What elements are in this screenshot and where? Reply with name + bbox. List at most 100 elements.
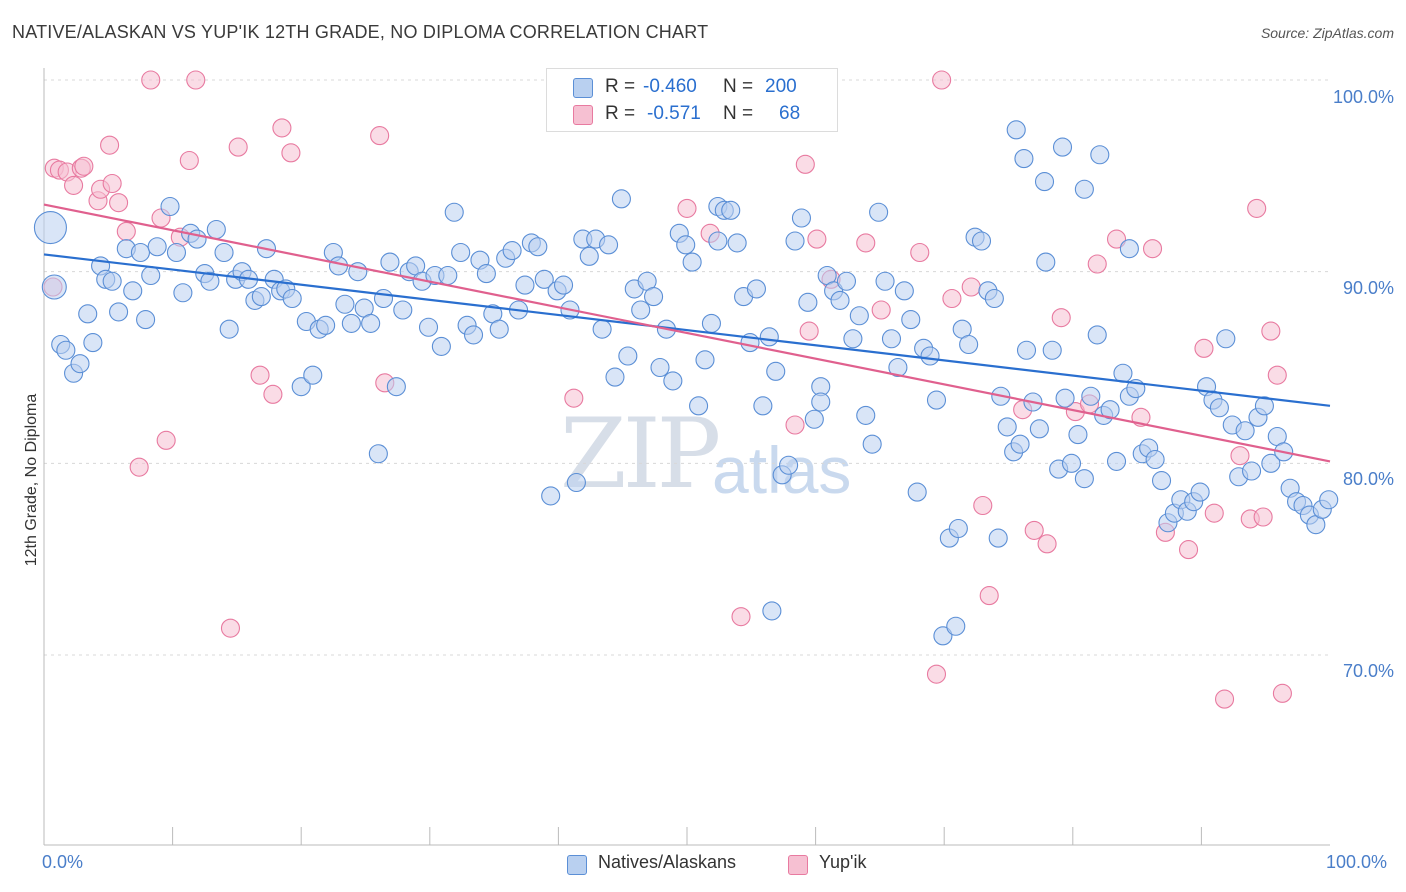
legend-swatch-pink bbox=[573, 105, 593, 125]
y-tick-90: 90.0% bbox=[1342, 278, 1394, 298]
yupik-point bbox=[1204, 503, 1224, 523]
natives-point bbox=[948, 518, 968, 539]
natives-point bbox=[689, 396, 709, 416]
natives-point bbox=[136, 310, 156, 330]
natives-point bbox=[1242, 461, 1262, 481]
natives-point bbox=[438, 265, 458, 286]
natives-point bbox=[894, 281, 914, 301]
bottom-legend-natives: Natives/Alaskans bbox=[598, 852, 737, 872]
natives-point bbox=[1190, 482, 1210, 502]
natives-point bbox=[907, 482, 927, 502]
yupik-point bbox=[1272, 683, 1292, 703]
natives-point bbox=[798, 292, 818, 312]
natives-point bbox=[721, 200, 741, 220]
natives-point bbox=[1235, 421, 1255, 441]
natives-point bbox=[335, 294, 355, 314]
natives-point bbox=[785, 231, 805, 251]
natives-point bbox=[605, 367, 625, 387]
natives-point bbox=[316, 315, 336, 335]
natives-point bbox=[431, 336, 451, 356]
natives-point bbox=[1106, 451, 1127, 471]
natives-point bbox=[444, 202, 464, 222]
natives-point bbox=[836, 271, 857, 291]
natives-point bbox=[147, 237, 167, 257]
natives-point bbox=[282, 288, 302, 309]
natives-point bbox=[611, 189, 631, 209]
natives-point bbox=[515, 275, 535, 295]
y-tick-100: 100.0% bbox=[1332, 87, 1394, 107]
natives-point bbox=[682, 252, 702, 272]
yupik-point bbox=[979, 586, 999, 606]
legend-box: R = -0.460 N = 200 R = -0.571 N = 68 bbox=[546, 68, 838, 132]
yupik-point bbox=[926, 664, 947, 684]
natives-point bbox=[762, 601, 782, 621]
yupik-trend-line bbox=[43, 203, 1331, 463]
natives-point bbox=[1319, 490, 1339, 510]
yupik-point bbox=[263, 384, 283, 404]
natives-point bbox=[1055, 388, 1075, 408]
natives-point bbox=[386, 377, 406, 397]
grid-lines bbox=[44, 79, 1330, 656]
legend-r-value: -0.571 bbox=[647, 103, 701, 124]
natives-point bbox=[1061, 453, 1082, 473]
natives-point bbox=[1010, 434, 1030, 454]
yupik-point bbox=[731, 607, 751, 627]
natives-point bbox=[553, 275, 574, 295]
legend-row-yupik: R = -0.571 N = 68 bbox=[547, 100, 837, 128]
yupik-point bbox=[1024, 520, 1044, 540]
yupik-point bbox=[564, 388, 584, 408]
yupik-point bbox=[64, 175, 84, 195]
yupik-point bbox=[141, 70, 161, 90]
natives-point bbox=[566, 472, 586, 493]
natives-point bbox=[701, 313, 721, 333]
natives-point bbox=[83, 333, 103, 353]
yupik-point bbox=[961, 277, 981, 297]
natives-point bbox=[695, 350, 715, 370]
natives-point bbox=[534, 269, 554, 289]
natives-point bbox=[849, 306, 869, 326]
legend-n-value: 200 bbox=[765, 76, 797, 97]
yupik-point bbox=[100, 135, 120, 155]
yupik-point bbox=[228, 137, 248, 157]
bottom-legend-swatch-blue bbox=[567, 855, 587, 875]
yupik-point bbox=[1261, 321, 1281, 341]
natives-point bbox=[251, 287, 271, 307]
yupik-point bbox=[74, 156, 94, 176]
natives-point bbox=[746, 279, 766, 299]
natives-point bbox=[418, 317, 439, 337]
natives-point bbox=[1254, 396, 1274, 416]
natives-point bbox=[1068, 425, 1088, 445]
natives-point bbox=[1052, 137, 1073, 157]
natives-point bbox=[528, 237, 548, 257]
natives-point bbox=[1034, 172, 1055, 192]
yupik-point bbox=[795, 154, 815, 174]
x-tick-100: 100.0% bbox=[1326, 852, 1388, 872]
legend-n-label: N = bbox=[723, 103, 754, 124]
natives-point bbox=[618, 346, 638, 366]
yupik-point bbox=[1037, 534, 1057, 554]
natives-point bbox=[141, 265, 161, 286]
chart-title: NATIVE/ALASKAN VS YUP'IK 12TH GRADE, NO … bbox=[12, 22, 709, 42]
natives-point bbox=[393, 300, 413, 320]
natives-point bbox=[56, 340, 76, 360]
x-tick-0: 0.0% bbox=[42, 852, 84, 872]
natives-point bbox=[1016, 340, 1037, 360]
natives-point bbox=[988, 528, 1008, 548]
legend-r-label: R = bbox=[605, 76, 636, 97]
natives-point bbox=[791, 208, 812, 228]
natives-point bbox=[502, 241, 522, 261]
natives-point bbox=[291, 377, 311, 397]
natives-point bbox=[830, 290, 850, 310]
yupik-point bbox=[1253, 507, 1273, 527]
natives-point bbox=[78, 304, 98, 324]
natives-point bbox=[644, 287, 664, 307]
natives-point bbox=[811, 392, 831, 412]
natives-point bbox=[130, 242, 150, 263]
yupik-point bbox=[250, 365, 270, 385]
natives-point bbox=[599, 235, 619, 255]
yupik-point bbox=[1267, 365, 1287, 385]
natives-trend-line bbox=[43, 253, 1331, 407]
natives-point bbox=[997, 417, 1017, 437]
natives-point bbox=[1090, 145, 1110, 165]
natives-point bbox=[1074, 179, 1094, 199]
